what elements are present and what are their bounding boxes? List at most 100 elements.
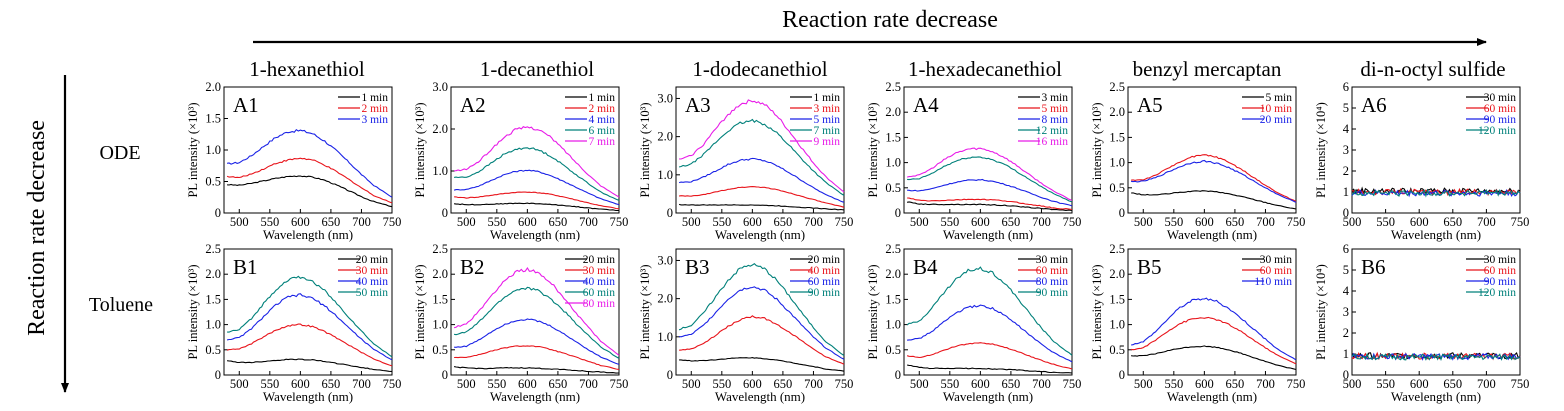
y-tick-label: 3.0 xyxy=(657,91,673,105)
legend-label: 2 min xyxy=(361,103,388,115)
y-tick-label: 0 xyxy=(442,368,448,382)
y-tick-label: 0.5 xyxy=(885,181,901,195)
x-tick-label: 500 xyxy=(1343,377,1362,391)
y-tick-label: 1.0 xyxy=(657,168,673,182)
x-tick-label: 500 xyxy=(1134,377,1153,391)
legend-label: 50 min xyxy=(356,287,389,299)
x-axis-title: Wavelength (nm) xyxy=(715,227,805,242)
y-tick-label: 2.5 xyxy=(885,80,901,94)
y-tick-label: 0 xyxy=(442,206,448,220)
series-line-1-min xyxy=(453,202,619,212)
legend-label: 1 min xyxy=(588,92,615,104)
legend-label: 3 min xyxy=(813,103,840,115)
y-tick-label: 0 xyxy=(1343,368,1349,382)
plot-frame xyxy=(450,248,620,376)
y-tick-label: 2.0 xyxy=(657,130,673,144)
series-line-7-min xyxy=(678,118,845,196)
legend-label: 60 min xyxy=(1036,265,1069,277)
series-line-5-min xyxy=(678,157,845,203)
series-line-60-min xyxy=(906,342,1073,370)
y-tick-label: 1.0 xyxy=(885,156,901,170)
plot-frame xyxy=(675,86,845,214)
y-tick-label: 0.5 xyxy=(1109,181,1125,195)
x-tick-label: 750 xyxy=(610,377,629,391)
legend-label: 60 min xyxy=(583,287,616,299)
y-tick-label: 5 xyxy=(1343,101,1349,115)
y-tick-label: 4 xyxy=(1343,284,1350,298)
series-line-60-min xyxy=(453,286,620,359)
y-tick-label: 0.5 xyxy=(205,343,221,357)
y-tick-label: 0 xyxy=(895,206,901,220)
y-tick-label: 2.0 xyxy=(432,122,448,136)
series-line-30-min xyxy=(226,323,393,367)
y-tick-label: 2.5 xyxy=(1109,80,1125,94)
x-tick-label: 750 xyxy=(835,377,854,391)
legend-label: 60 min xyxy=(808,276,841,288)
legend-label: 90 min xyxy=(1484,276,1517,288)
legend-label: 30 min xyxy=(356,265,389,277)
panel-title: B5 xyxy=(1137,255,1162,279)
series-line-90-min xyxy=(906,266,1073,356)
x-axis-title: Wavelength (nm) xyxy=(1167,227,1257,242)
legend-label: 20 min xyxy=(808,254,841,266)
y-tick-label: 1.0 xyxy=(205,318,221,332)
x-axis-title: Wavelength (nm) xyxy=(943,389,1033,404)
panel-title: A5 xyxy=(1137,93,1163,117)
panel-b6: 500 550 600 650 700 750 0 1 2 3 4 5 6 Wavelength (nm)… xyxy=(1314,242,1529,404)
x-tick-label: 650 xyxy=(774,377,793,391)
x-tick-label: 600 xyxy=(291,215,310,229)
x-tick-label: 600 xyxy=(1195,215,1214,229)
y-tick-label: 2.0 xyxy=(885,105,901,119)
y-tick-label: 0.5 xyxy=(205,175,221,189)
x-tick-label: 550 xyxy=(940,215,959,229)
legend-label: 6 min xyxy=(588,125,615,137)
x-tick-label: 500 xyxy=(910,215,929,229)
x-tick-label: 750 xyxy=(383,377,402,391)
x-tick-label: 650 xyxy=(1443,377,1462,391)
x-tick-label: 750 xyxy=(610,215,629,229)
x-axis-title: Wavelength (nm) xyxy=(490,227,580,242)
legend-label: 30 min xyxy=(1260,254,1293,266)
panel-title: B2 xyxy=(460,255,485,279)
y-tick-label: 1.5 xyxy=(885,130,901,144)
y-tick-label: 5 xyxy=(1343,263,1349,277)
x-tick-label: 500 xyxy=(230,215,249,229)
y-tick-label: 0 xyxy=(215,368,221,382)
x-tick-label: 500 xyxy=(910,377,929,391)
plot-frame xyxy=(1127,248,1297,376)
row-label-ode: ODE xyxy=(99,142,140,164)
series-line-1-min xyxy=(678,203,845,211)
y-tick-label: 1.5 xyxy=(1109,292,1125,306)
legend-label: 30 min xyxy=(1484,254,1517,266)
y-tick-label: 2.0 xyxy=(657,292,673,306)
panel-title: B6 xyxy=(1361,255,1386,279)
y-axis-title: PL intensity (×10³) xyxy=(186,102,200,197)
series-line-20-min xyxy=(679,357,845,372)
x-tick-label: 600 xyxy=(1410,377,1429,391)
x-tick-label: 550 xyxy=(1376,215,1395,229)
y-axis-title: PL intensity (×10³) xyxy=(866,264,880,359)
legend-label: 40 min xyxy=(356,276,389,288)
y-axis-title: PL intensity (×10⁴) xyxy=(1314,264,1328,360)
column-label-di-n-octyl-sulfide: di-n-octyl sulfide xyxy=(1360,57,1505,81)
series-line-1-min xyxy=(227,175,393,208)
series-line-30-min xyxy=(1131,345,1297,371)
x-tick-label: 650 xyxy=(774,215,793,229)
row-label-toluene: Toluene xyxy=(89,294,153,316)
series-line-90-min xyxy=(678,263,845,356)
series-line-120-min xyxy=(1351,188,1521,198)
legend-label: 120 min xyxy=(1478,287,1516,299)
y-tick-label: 3 xyxy=(1343,305,1349,319)
y-tick-label: 6 xyxy=(1343,80,1349,94)
series-line-40-min xyxy=(679,315,845,365)
x-tick-label: 600 xyxy=(743,377,762,391)
x-tick-label: 750 xyxy=(1063,377,1082,391)
y-axis-title: PL intensity (×10⁴) xyxy=(1314,102,1328,198)
x-tick-label: 750 xyxy=(1287,215,1306,229)
x-tick-label: 750 xyxy=(1511,215,1530,229)
y-tick-label: 2 xyxy=(1343,326,1349,340)
x-axis-title: Wavelength (nm) xyxy=(1167,389,1257,404)
plot-frame xyxy=(1127,86,1297,214)
column-label-1-decanethiol: 1-decanethiol xyxy=(480,57,594,81)
x-tick-label: 500 xyxy=(1134,215,1153,229)
